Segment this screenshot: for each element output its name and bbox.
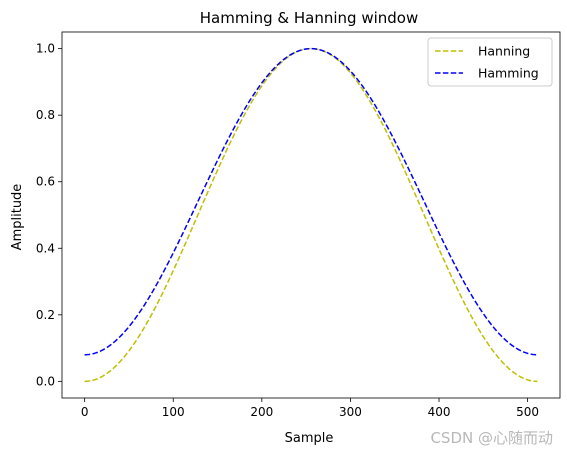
y-tick-label: 0.8	[36, 108, 55, 122]
plot-area	[61, 31, 561, 399]
x-tick-label: 100	[162, 405, 185, 419]
x-tick-label: 500	[516, 405, 539, 419]
y-axis-ticks: 0.0 0.2 0.4 0.6 0.8 1.0	[36, 42, 62, 388]
y-tick-label: 0.4	[36, 241, 55, 255]
y-tick-label: 0.2	[36, 308, 55, 322]
watermark: CSDN @心随而动	[430, 429, 553, 447]
chart-title: Hamming & Hanning window	[200, 9, 418, 27]
legend-box	[427, 37, 553, 87]
x-tick-label: 200	[250, 405, 273, 419]
x-axis-label: Sample	[285, 431, 334, 446]
legend-label-hanning: Hanning	[478, 44, 530, 59]
y-axis-label: Amplitude	[10, 184, 25, 251]
legend: Hanning Hamming	[427, 37, 553, 87]
series-line-hamming	[84, 47, 538, 356]
series-layer	[84, 47, 538, 383]
y-tick-label: 0.0	[36, 374, 55, 388]
legend-items: Hanning Hamming	[435, 44, 539, 81]
series-line-hanning	[84, 47, 538, 383]
x-tick-label: 400	[428, 405, 451, 419]
x-axis-ticks: 0 100 200 300 400 500	[81, 398, 539, 419]
x-tick-label: 0	[81, 405, 89, 419]
y-tick-label: 1.0	[36, 42, 55, 56]
legend-label-hamming: Hamming	[478, 66, 539, 81]
y-tick-label: 0.6	[36, 175, 55, 189]
x-tick-label: 300	[339, 405, 362, 419]
plot-frame	[61, 31, 561, 399]
